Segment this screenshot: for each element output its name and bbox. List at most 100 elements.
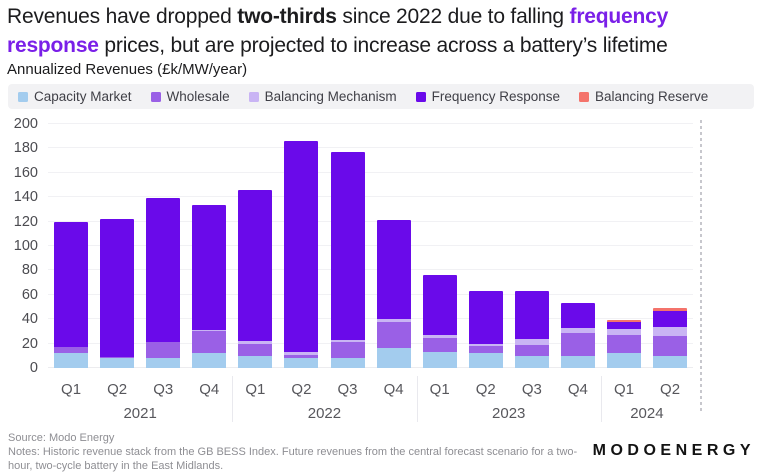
bar-segment-capacity-market [422, 352, 457, 368]
bar-segment-balancing-mechanism [468, 343, 503, 347]
x-axis-quarter-label: Q3 [521, 381, 542, 398]
x-axis-quarter-label: Q4 [383, 381, 404, 398]
bar-segment-wholesale [284, 354, 319, 359]
bar [192, 204, 227, 368]
gridline [48, 342, 693, 344]
page-title: Revenues have dropped two-thirds since 2… [7, 2, 759, 60]
bar-segment-wholesale [54, 347, 89, 354]
bar-segment-frequency-response [376, 220, 411, 320]
legend-swatch [150, 91, 161, 102]
bar-slot [324, 124, 370, 368]
gridline [48, 245, 693, 246]
bar-segment-balancing-mechanism [653, 326, 688, 337]
bar-segment-frequency-response [284, 141, 319, 353]
bar-segment-capacity-market [468, 353, 503, 368]
bar-segment-frequency-response [422, 275, 457, 336]
bar-segment-frequency-response [238, 189, 273, 342]
bar-slot [94, 124, 140, 368]
bar-slot [278, 124, 324, 368]
legend-item-label: Frequency Response [431, 89, 560, 104]
x-axis-quarter-label: Q1 [61, 381, 82, 398]
bar-slot [186, 124, 232, 368]
gridline [48, 367, 693, 368]
x-axis-year-label: 2023 [492, 405, 526, 422]
legend-item-label: Balancing Mechanism [264, 89, 397, 104]
y-axis-label: 100 [13, 238, 38, 254]
bar [514, 291, 549, 368]
bars-area [48, 124, 693, 368]
bar-segment-frequency-response [100, 219, 135, 358]
bar-segment-frequency-response [54, 221, 89, 348]
chart-area: 0 20 40 60 80 100 120 140 160 180 200 Q1 Q2 Q3 Q4 Q1 Q2… [0, 116, 762, 428]
bar-segment-frequency-response [653, 310, 688, 327]
x-axis-quarter-label: Q4 [567, 381, 588, 398]
bar [238, 189, 273, 368]
y-axis: 0 20 40 60 80 100 120 140 160 180 200 [0, 116, 38, 376]
forecast-divider-dashed-line [700, 120, 702, 412]
gridlines-layer [48, 123, 693, 368]
y-axis-label: 80 [21, 262, 38, 279]
legend: Capacity Market Wholesale Balancing Mechan… [8, 84, 754, 109]
bar [100, 219, 135, 368]
x-axis-quarter-label: Q1 [613, 381, 634, 398]
x-axis-year-label: 2024 [630, 405, 664, 422]
bar [560, 303, 595, 368]
gridline [48, 123, 693, 124]
bar-segment-capacity-market [284, 358, 319, 368]
bar [653, 308, 688, 368]
x-axis-quarter-label: Q3 [337, 381, 358, 398]
bar-segment-capacity-market [514, 355, 549, 368]
bar-segment-wholesale [238, 343, 273, 356]
legend-swatch [248, 91, 259, 102]
modo-energy-logo: MODOENERGY [592, 442, 755, 459]
legend-swatch [578, 91, 589, 102]
legend-item-label: Wholesale [166, 89, 230, 104]
bar-slot [509, 124, 555, 368]
y-axis-label: 140 [13, 189, 38, 206]
bar-slot [371, 124, 417, 368]
title-segment: frequency response [7, 5, 669, 57]
chart-subtitle: Annualized Revenues (£k/MW/year) [7, 61, 248, 78]
bar-segment-balancing-mechanism [192, 330, 227, 332]
bar-segment-wholesale [192, 331, 227, 354]
x-axis-quarter-label: Q2 [107, 381, 128, 398]
legend-item: Balancing Reserve [578, 89, 708, 104]
bar-segment-wholesale [606, 335, 641, 354]
y-axis-label: 120 [13, 213, 38, 230]
x-axis-year-label: 2022 [307, 405, 342, 422]
bar-segment-frequency-response [192, 204, 227, 331]
gridline [48, 171, 693, 173]
x-axis-quarter-label: Q3 [153, 381, 174, 398]
bar-segment-balancing-reserve [653, 308, 688, 311]
quarter-label-row: Q1 Q2 Q3 Q4 Q1 Q2 Q3 Q4 Q1 Q2 Q3 Q4 Q1 Q2 [48, 374, 693, 398]
bar-segment-balancing-reserve [606, 320, 641, 322]
bar-slot [601, 124, 647, 368]
bar [330, 152, 365, 368]
bar [54, 221, 89, 368]
legend-item: Wholesale [150, 89, 230, 104]
bar-segment-capacity-market [146, 358, 181, 368]
bar-segment-wholesale [330, 342, 365, 359]
y-axis-label: 20 [21, 335, 38, 352]
year-group-divider [416, 376, 418, 422]
year-label-row: 2021 2022 2023 2024 [48, 405, 693, 422]
bar-segment-wholesale [653, 336, 688, 356]
bar [146, 198, 181, 368]
bar-segment-capacity-market [653, 355, 688, 368]
x-axis-quarter-label: Q4 [199, 381, 220, 398]
bar [422, 275, 457, 368]
y-axis-label: 60 [21, 286, 38, 303]
legend-item: Frequency Response [415, 89, 560, 104]
bar-segment-wholesale [422, 337, 457, 353]
year-group-divider [232, 376, 234, 422]
gridline [48, 220, 693, 222]
bar-segment-balancing-mechanism [284, 352, 319, 355]
bar-segment-frequency-response [468, 291, 503, 344]
y-axis-label: 200 [13, 116, 38, 132]
bar-segment-wholesale [376, 321, 411, 349]
gridline [48, 147, 693, 149]
year-group-divider [600, 376, 602, 422]
bar-segment-balancing-mechanism [330, 339, 365, 343]
bar-segment-capacity-market [606, 353, 641, 368]
bar-slot [647, 124, 693, 368]
